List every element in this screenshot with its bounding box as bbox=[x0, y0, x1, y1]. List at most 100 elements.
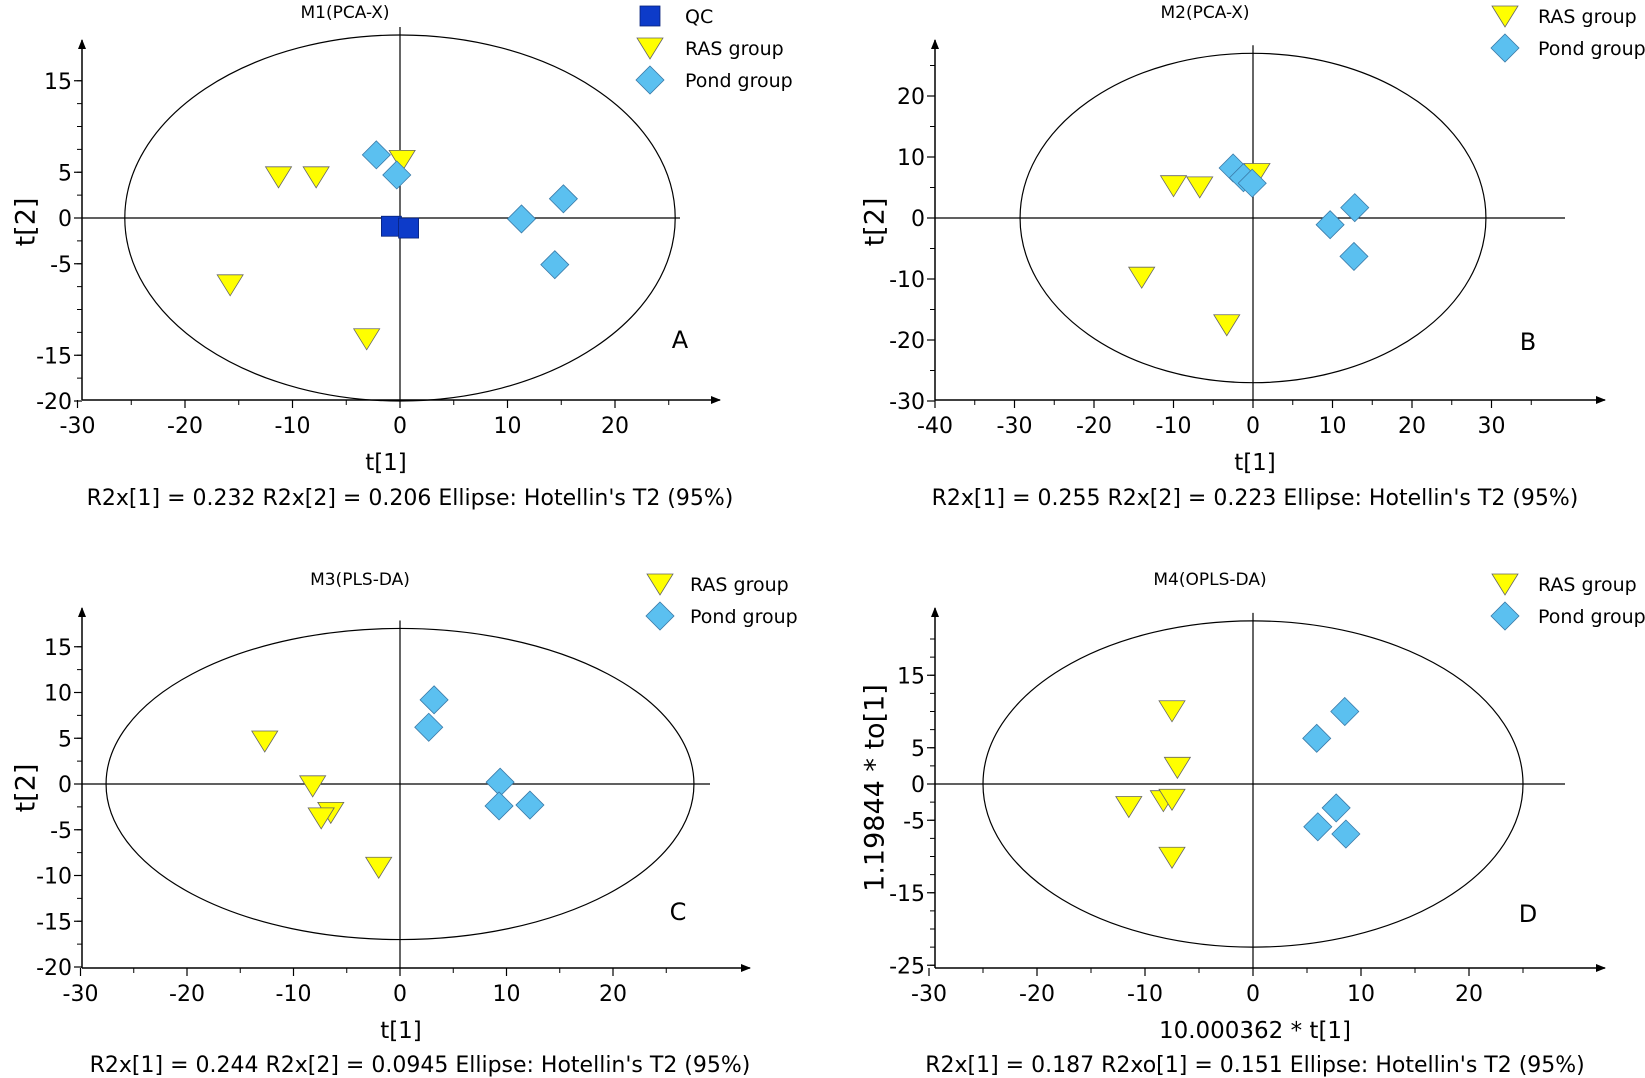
y-tick-label: 20 bbox=[897, 85, 925, 110]
x-tick-label: 10 bbox=[493, 982, 521, 1007]
data-point-triangle bbox=[1159, 175, 1188, 198]
y-tick-label: -30 bbox=[889, 390, 925, 415]
y-tick-label: -10 bbox=[36, 865, 72, 890]
data-point-diamond bbox=[1331, 819, 1361, 849]
y-tick-label: 0 bbox=[911, 207, 925, 232]
x-tick-label: -10 bbox=[1156, 414, 1192, 439]
data-point-triangle bbox=[364, 856, 393, 880]
data-point-triangle bbox=[1158, 846, 1186, 869]
chart-title: M1(PCA-X) bbox=[300, 3, 389, 23]
data-point-triangle bbox=[1127, 266, 1156, 289]
x-tick-label: 10 bbox=[494, 414, 522, 439]
y-tick-label: 10 bbox=[44, 682, 72, 707]
legend-label: RAS group bbox=[690, 574, 789, 596]
panel-label: C bbox=[670, 898, 687, 926]
x-tick-label: 10 bbox=[1347, 982, 1375, 1007]
y-tick-label: 15 bbox=[897, 664, 925, 689]
legend-label: RAS group bbox=[1538, 6, 1637, 28]
model-stats-footer: R2x[1] = 0.187 R2xo[1] = 0.151 Ellipse: … bbox=[925, 1053, 1585, 1078]
data-point-triangle bbox=[302, 166, 330, 189]
y-tick-label: -10 bbox=[889, 268, 925, 293]
data-point-triangle bbox=[1115, 796, 1143, 819]
legend-marker-triangle bbox=[1491, 573, 1519, 596]
x-tick-label: -10 bbox=[1127, 982, 1163, 1007]
model-stats-footer: R2x[1] = 0.244 R2x[2] = 0.0945 Ellipse: … bbox=[90, 1053, 751, 1078]
x-tick-label: 0 bbox=[1246, 982, 1260, 1007]
x-tick-label: -40 bbox=[917, 414, 953, 439]
legend-marker-diamond bbox=[1490, 601, 1520, 631]
data-point-triangle bbox=[298, 775, 327, 798]
data-point-diamond bbox=[1330, 696, 1360, 727]
y-axis-label: t[2] bbox=[11, 198, 42, 247]
legend-marker-diamond bbox=[645, 601, 675, 631]
x-axis-label: t[1] bbox=[380, 1018, 422, 1044]
data-point-diamond bbox=[382, 160, 412, 190]
legend-label: RAS group bbox=[1538, 574, 1637, 596]
x-tick-label: -20 bbox=[1076, 414, 1112, 439]
data-point-diamond bbox=[361, 140, 391, 170]
legend-marker-triangle bbox=[646, 573, 674, 596]
x-tick-label: -20 bbox=[1019, 982, 1055, 1007]
x-tick-label: -20 bbox=[169, 982, 205, 1007]
y-tick-label: 5 bbox=[911, 737, 925, 762]
y-tick-label: 5 bbox=[58, 727, 72, 752]
y-tick-label: -5 bbox=[50, 253, 72, 278]
panel-label: A bbox=[672, 326, 689, 354]
panel-2: -40 -30 -20 -10 0 10 20 3020100-10-20-30M2(PCA-… bbox=[860, 3, 1645, 511]
y-tick-label: 5 bbox=[58, 161, 72, 186]
panel-1: -30 -20 -10 0 10 201550-5-15-20M1(PCA-X)t[1]t… bbox=[11, 3, 793, 511]
data-point-triangle bbox=[1163, 756, 1192, 780]
y-tick-label: 0 bbox=[58, 207, 72, 232]
data-point-diamond bbox=[1302, 723, 1332, 753]
chart-title: M2(PCA-X) bbox=[1160, 3, 1249, 23]
legend-label: Pond group bbox=[1538, 38, 1645, 60]
legend-label: RAS group bbox=[685, 38, 784, 60]
y-tick-label: 10 bbox=[897, 146, 925, 171]
data-point-diamond bbox=[1237, 168, 1267, 198]
y-axis-label: t[2] bbox=[11, 764, 42, 813]
y-tick-label: 0 bbox=[58, 773, 72, 798]
legend-label: Pond group bbox=[685, 70, 793, 92]
x-tick-label: 20 bbox=[599, 982, 627, 1007]
y-tick-label: -15 bbox=[36, 344, 72, 369]
data-point-square bbox=[398, 217, 420, 239]
x-axis-label: 10.000362 * t[1] bbox=[1159, 1018, 1351, 1044]
legend-marker-diamond bbox=[635, 65, 665, 95]
chart-title: M4(OPLS-DA) bbox=[1153, 570, 1266, 590]
x-tick-label: 10 bbox=[1319, 414, 1347, 439]
data-point-triangle bbox=[307, 807, 335, 830]
x-tick-label: -30 bbox=[911, 982, 947, 1007]
x-tick-label: 20 bbox=[1398, 414, 1426, 439]
model-stats-footer: R2x[1] = 0.232 R2x[2] = 0.206 Ellipse: H… bbox=[87, 486, 734, 511]
legend-label: Pond group bbox=[1538, 606, 1645, 628]
data-point-triangle bbox=[1158, 700, 1186, 723]
x-tick-label: -30 bbox=[997, 414, 1033, 439]
data-point-diamond bbox=[419, 685, 449, 715]
data-point-triangle bbox=[251, 730, 279, 753]
panel-4: -30 -20 -10 0 10 20 15 5 0 -5 -15 -25 M4(OPLS-DA) 10.… bbox=[860, 570, 1645, 1078]
y-axis-label: 1.19844 * to[1] bbox=[860, 684, 891, 892]
data-point-triangle bbox=[216, 274, 244, 297]
panel-label: D bbox=[1519, 900, 1537, 928]
chart-title: M3(PLS-DA) bbox=[310, 570, 410, 590]
legend-marker-triangle bbox=[1491, 5, 1519, 28]
legend-marker-square bbox=[639, 5, 661, 27]
x-tick-label: 20 bbox=[1455, 982, 1483, 1007]
x-tick-label: -20 bbox=[167, 414, 203, 439]
x-tick-label: 0 bbox=[393, 414, 407, 439]
panel-label: B bbox=[1520, 328, 1536, 356]
data-point-triangle bbox=[388, 149, 416, 173]
data-point-diamond bbox=[515, 790, 545, 820]
x-tick-label: 30 bbox=[1478, 414, 1506, 439]
data-point-triangle bbox=[1186, 176, 1214, 199]
data-point-diamond bbox=[484, 791, 514, 821]
model-stats-footer: R2x[1] = 0.255 R2x[2] = 0.223 Ellipse: H… bbox=[932, 486, 1579, 511]
y-tick-label: -15 bbox=[889, 882, 925, 907]
y-axis-label: t[2] bbox=[860, 198, 891, 247]
x-tick-label: -10 bbox=[276, 982, 312, 1007]
y-tick-label: -20 bbox=[889, 329, 925, 354]
data-point-diamond bbox=[548, 184, 578, 214]
y-tick-label: -20 bbox=[36, 956, 72, 981]
data-point-diamond bbox=[540, 250, 570, 280]
